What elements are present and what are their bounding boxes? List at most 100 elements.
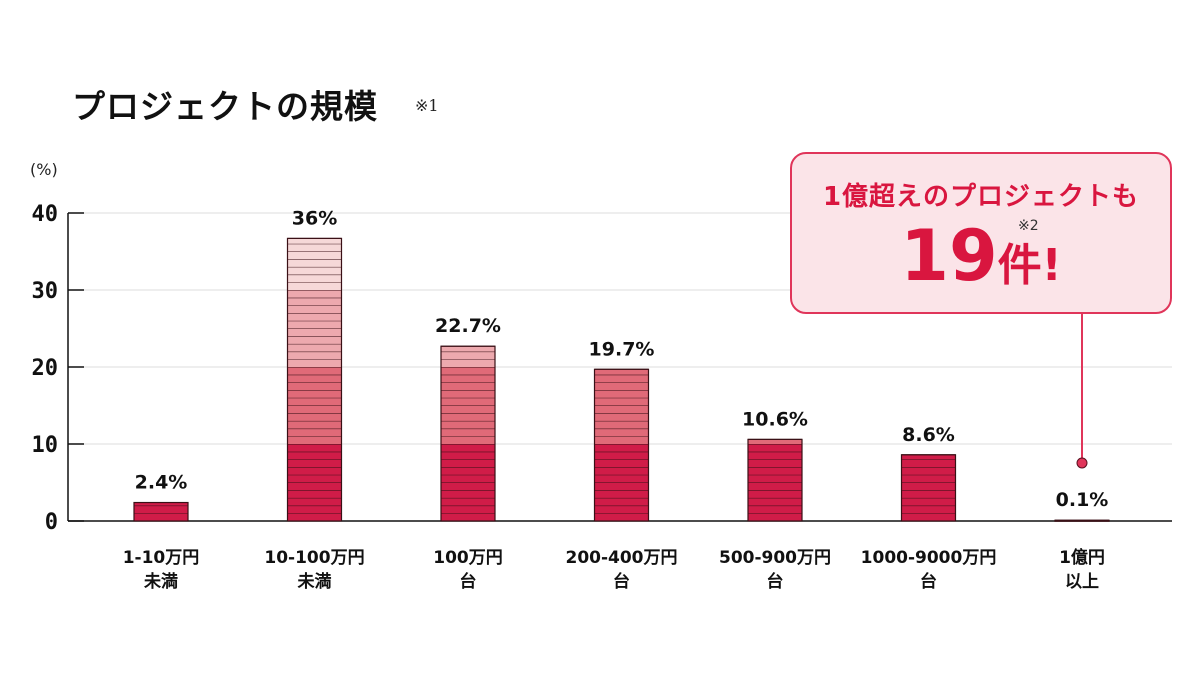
bar-outline — [593, 368, 650, 522]
y-tick-label: 30 — [32, 279, 59, 304]
bar-stripe — [441, 497, 495, 506]
bar — [900, 454, 957, 522]
bar-stripe — [287, 282, 342, 290]
x-category-label: 500-900万円 — [719, 548, 831, 568]
bar-stripe — [441, 459, 495, 468]
bar-stripe — [287, 513, 342, 521]
bar-stripe — [441, 490, 495, 498]
bar-stripe — [901, 459, 956, 468]
bar-stripe — [287, 467, 342, 475]
bar-outline — [1054, 519, 1110, 522]
bar-stripe — [287, 320, 342, 329]
x-category-label: 1000-9000万円 — [861, 548, 997, 568]
bar-stripe — [748, 497, 802, 506]
bar-stripe — [901, 474, 956, 483]
bar — [1054, 519, 1110, 522]
bar-stripe — [287, 343, 342, 352]
bar-stripe — [287, 444, 342, 452]
bar-stripe — [134, 502, 188, 506]
bar-stripe — [287, 382, 342, 391]
bar-outline — [440, 345, 496, 522]
bar-stripe — [441, 382, 495, 391]
bar-stripe — [287, 328, 342, 337]
bar — [747, 438, 803, 522]
bar-stripe — [287, 251, 342, 260]
bar-stripe — [594, 482, 649, 491]
bar-stripe — [594, 369, 649, 375]
callout-number: 19 — [900, 215, 998, 297]
bar-value-label: 10.6% — [742, 408, 808, 430]
bar-stripe — [594, 490, 649, 498]
bar-stripe — [287, 266, 342, 275]
bar-stripe — [594, 451, 649, 460]
bar-stripe — [594, 467, 649, 475]
bar-stripe — [287, 397, 342, 406]
bar-stripe — [441, 346, 495, 352]
bar-stripe — [441, 374, 495, 383]
bar-value-label: 2.4% — [135, 472, 188, 494]
bar-stripe — [594, 405, 649, 414]
bar-stripe — [441, 397, 495, 406]
bar-outline — [747, 438, 803, 522]
bar-stripe — [441, 405, 495, 414]
x-category-label: 台 — [920, 571, 937, 592]
bar-stripe — [287, 259, 342, 267]
bar-stripe — [594, 374, 649, 383]
bar-stripe — [594, 397, 649, 406]
bar-stripe — [287, 359, 342, 367]
bar-stripe — [441, 390, 495, 398]
y-tick-label: 40 — [32, 202, 59, 227]
bar-stripe — [441, 505, 495, 514]
bar-value-label: 8.6% — [902, 424, 955, 446]
bar-stripe — [748, 444, 802, 452]
bar-stripe — [594, 513, 649, 521]
callout-counter: 件! — [997, 240, 1062, 291]
callout-footnote-marker: ※2 — [1018, 218, 1039, 234]
bar-stripe — [287, 405, 342, 414]
bar-stripe — [748, 459, 802, 468]
bar-stripe — [748, 439, 802, 444]
bar-stripe — [287, 336, 342, 344]
bar-stripe — [594, 444, 649, 452]
bar-stripe — [287, 374, 342, 383]
bar — [133, 501, 189, 522]
bar-stripe — [441, 482, 495, 491]
bar-value-label: 36% — [292, 207, 337, 229]
bar-stripe — [594, 474, 649, 483]
y-tick-label: 0 — [45, 510, 58, 535]
title-footnote-marker: ※1 — [415, 96, 439, 115]
x-category-label: 1億円 — [1059, 547, 1105, 568]
bar-value-label: 19.7% — [589, 338, 655, 360]
bar-stripe — [441, 467, 495, 475]
bar-stripe — [441, 444, 495, 452]
x-category-label: 以上 — [1065, 572, 1099, 592]
bar-stripe — [441, 413, 495, 421]
x-category-label: 未満 — [143, 571, 178, 592]
bar — [440, 345, 496, 522]
bar-stripe — [287, 367, 342, 375]
bar-stripe — [441, 420, 495, 429]
bar-stripe — [441, 351, 495, 360]
bar-stripe — [441, 474, 495, 483]
bar-stripe — [748, 482, 802, 491]
bar-stripe — [594, 428, 649, 437]
bar-stripe — [748, 505, 802, 514]
x-category-label: 10-100万円 — [264, 548, 364, 568]
bar-stripe — [287, 436, 342, 444]
chart-title: プロジェクトの規模 — [72, 87, 378, 126]
bar-stripe — [901, 513, 956, 521]
bar-stripe — [287, 390, 342, 398]
bar-stripe — [287, 413, 342, 421]
bar-stripe — [287, 313, 342, 321]
bar-stripe — [287, 351, 342, 360]
x-category-label: 未満 — [297, 571, 332, 592]
bar-stripe — [901, 497, 956, 506]
bar-stripe — [287, 490, 342, 498]
x-category-label: 100万円 — [433, 548, 503, 568]
bar-stripe — [287, 420, 342, 429]
callout-box: 1億超えのプロジェクトも 19件! — [790, 152, 1172, 314]
bar-stripe — [441, 367, 495, 375]
callout-count: 19件! — [792, 216, 1170, 306]
bar-stripe — [594, 505, 649, 514]
